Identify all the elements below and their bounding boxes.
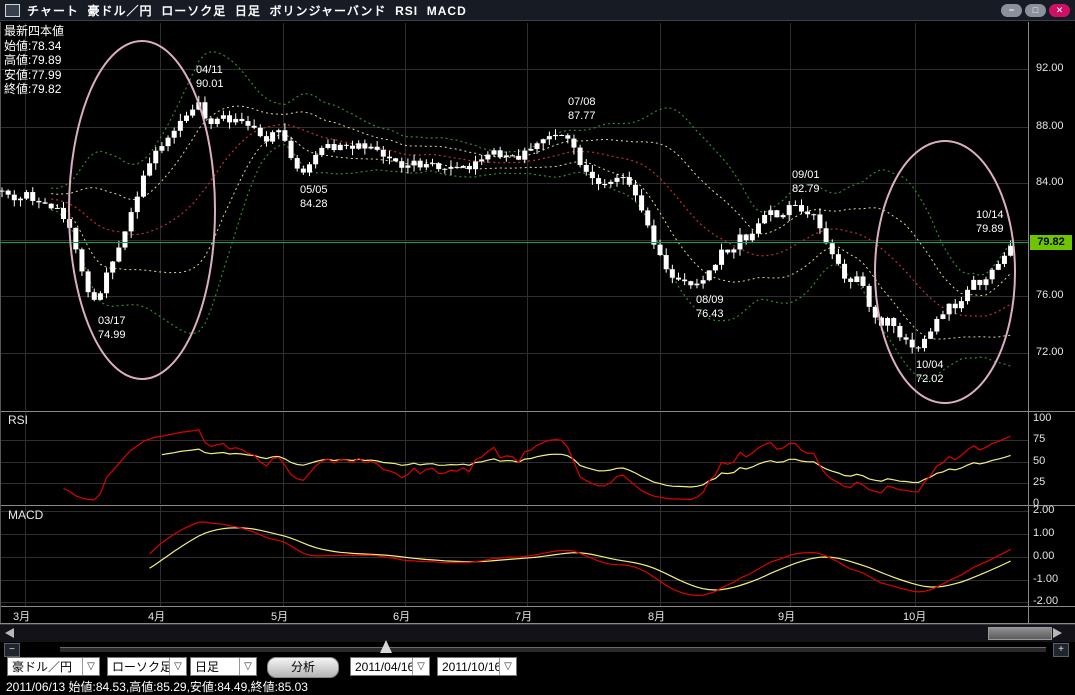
legend-open: 始値:78.34 bbox=[4, 38, 62, 53]
legend-low: 安値:77.99 bbox=[4, 67, 62, 82]
macd-axis-label: -2.00 bbox=[1033, 595, 1059, 607]
chevron-down-icon[interactable]: ▽ bbox=[239, 658, 256, 675]
price-annotation: 08/09 76.43 bbox=[696, 293, 724, 321]
analyze-button[interactable]: 分析 bbox=[267, 657, 339, 678]
current-price-badge: 79.82 bbox=[1030, 235, 1072, 250]
annotation-price: 82.79 bbox=[792, 183, 820, 195]
chevron-down-icon[interactable]: ▽ bbox=[412, 658, 429, 675]
date-from-select[interactable]: 2011/04/16 ▽ bbox=[350, 657, 430, 676]
annotation-date: 07/08 bbox=[568, 96, 596, 108]
price-annotation: 05/05 84.28 bbox=[300, 183, 328, 211]
annotation-price: 76.43 bbox=[696, 308, 724, 320]
annotation-date: 04/11 bbox=[196, 64, 223, 76]
price-annotation: 09/01 82.79 bbox=[792, 168, 820, 196]
annotation-price: 90.01 bbox=[196, 78, 224, 90]
legend-title: 最新四本値 bbox=[4, 24, 65, 38]
annotation-price: 72.02 bbox=[916, 373, 944, 385]
zoom-slider-handle[interactable] bbox=[380, 640, 392, 653]
legend-high: 高値:79.89 bbox=[4, 53, 62, 67]
close-button[interactable]: ✕ bbox=[1049, 3, 1070, 17]
x-axis-month: 4月 bbox=[148, 611, 166, 623]
legend-close: 終値:79.82 bbox=[4, 82, 62, 96]
window-icon bbox=[5, 3, 20, 17]
macd-axis-label: 1.00 bbox=[1033, 527, 1055, 539]
macd-axis-label: 0.00 bbox=[1033, 550, 1055, 562]
annotation-date: 10/04 bbox=[916, 359, 944, 371]
chart-type-value: ローソク足 bbox=[112, 660, 169, 674]
zoom-slider-track[interactable] bbox=[60, 647, 1046, 652]
y-axis-label: 88.00 bbox=[1036, 120, 1064, 132]
currency-pair-select[interactable]: 豪ドル／円 ▽ bbox=[7, 657, 100, 676]
zoom-out-button[interactable]: − bbox=[4, 643, 20, 657]
annotation-date: 05/05 bbox=[300, 184, 328, 196]
timeframe-select[interactable]: 日足 ▽ bbox=[190, 657, 257, 676]
annotation-price: 74.99 bbox=[98, 329, 126, 341]
x-axis-month: 9月 bbox=[778, 611, 796, 623]
window-title: チャート 豪ドル／円 ローソク足 日足 ボリンジャーバンド RSI MACD bbox=[27, 3, 467, 18]
chevron-down-icon[interactable]: ▽ bbox=[82, 658, 99, 675]
rsi-axis-label: 100 bbox=[1033, 412, 1052, 424]
zoom-in-button[interactable]: + bbox=[1053, 643, 1069, 657]
timeframe-value: 日足 bbox=[195, 660, 220, 674]
x-axis-month: 6月 bbox=[393, 611, 411, 623]
annotation-date: 03/17 bbox=[98, 315, 126, 327]
date-from-value: 2011/04/16 bbox=[355, 659, 412, 674]
price-annotation: 10/04 72.02 bbox=[916, 358, 944, 386]
annotation-price: 79.89 bbox=[976, 223, 1004, 235]
chart-plot-area[interactable] bbox=[0, 22, 1028, 606]
macd-axis-label: 2.00 bbox=[1033, 504, 1055, 516]
x-axis-month: 10月 bbox=[903, 611, 927, 623]
annotation-date: 09/01 bbox=[792, 169, 820, 181]
latest-quote-legend: 最新四本値 始値:78.34 高値:79.89 安値:77.99 終値:79.8… bbox=[4, 24, 64, 97]
rsi-axis-label: 50 bbox=[1033, 455, 1046, 467]
annotation-price: 84.28 bbox=[300, 198, 328, 210]
price-annotation: 03/17 74.99 bbox=[98, 314, 126, 342]
annotation-date: 10/14 bbox=[976, 209, 1004, 221]
scroll-right-icon[interactable] bbox=[1053, 628, 1062, 638]
macd-panel-label: MACD bbox=[8, 508, 44, 522]
time-scrollbar-track[interactable] bbox=[0, 624, 1075, 642]
titlebar: チャート 豪ドル／円 ローソク足 日足 ボリンジャーバンド RSI MACD −… bbox=[0, 0, 1075, 21]
y-axis-label: 72.00 bbox=[1036, 346, 1064, 358]
maximize-button[interactable]: □ bbox=[1025, 3, 1046, 17]
date-to-value: 2011/10/16 bbox=[442, 659, 499, 674]
chevron-down-icon[interactable]: ▽ bbox=[499, 658, 516, 675]
scrollbar-thumb[interactable] bbox=[988, 627, 1052, 640]
rsi-panel-label: RSI bbox=[8, 413, 29, 427]
window-buttons: − □ ✕ bbox=[1001, 3, 1070, 17]
x-axis-month: 8月 bbox=[648, 611, 666, 623]
scroll-left-icon[interactable] bbox=[5, 628, 14, 638]
price-annotation: 07/08 87.77 bbox=[568, 95, 596, 123]
chevron-down-icon[interactable]: ▽ bbox=[169, 658, 186, 675]
y-axis-label: 84.00 bbox=[1036, 176, 1064, 188]
chart-type-select[interactable]: ローソク足 ▽ bbox=[107, 657, 187, 676]
date-to-select[interactable]: 2011/10/16 ▽ bbox=[437, 657, 517, 676]
y-axis-label: 76.00 bbox=[1036, 289, 1064, 301]
price-annotation: 04/11 90.01 bbox=[196, 63, 224, 91]
currency-pair-value: 豪ドル／円 bbox=[12, 660, 73, 674]
rsi-axis-label: 25 bbox=[1033, 476, 1046, 488]
rsi-axis-label: 75 bbox=[1033, 433, 1046, 445]
annotation-price: 87.77 bbox=[568, 110, 596, 122]
status-quote-text: 2011/06/13 始値:84.53,高値:85.29,安値:84.49,終値… bbox=[6, 680, 308, 694]
y-axis-label: 92.00 bbox=[1036, 62, 1064, 74]
minimize-button[interactable]: − bbox=[1001, 3, 1022, 17]
x-axis-month: 5月 bbox=[271, 611, 289, 623]
x-axis-month: 7月 bbox=[515, 611, 533, 623]
rsi-axis-label: 0 bbox=[1033, 497, 1040, 509]
macd-axis-label: -1.00 bbox=[1033, 573, 1059, 585]
x-axis-month: 3月 bbox=[13, 611, 31, 623]
annotation-date: 08/09 bbox=[696, 294, 724, 306]
price-annotation: 10/14 79.89 bbox=[976, 208, 1004, 236]
